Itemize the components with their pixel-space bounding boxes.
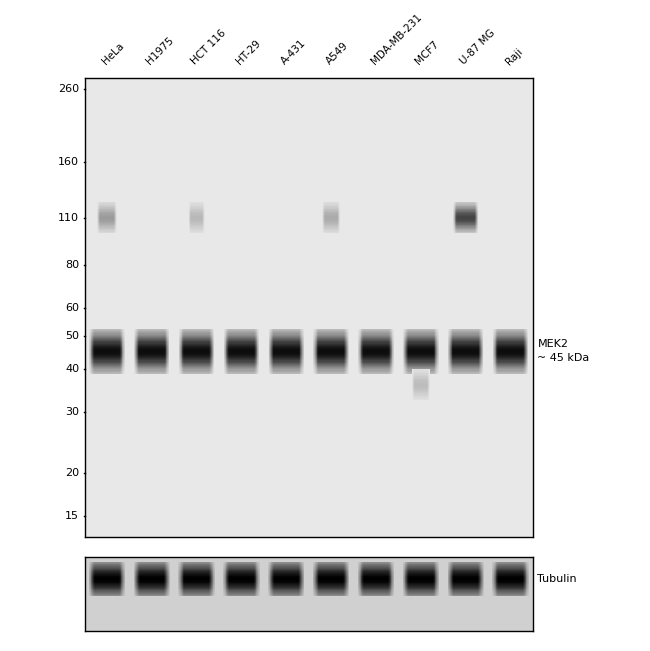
Text: HT-29: HT-29 xyxy=(235,38,263,66)
Text: H1975: H1975 xyxy=(145,35,176,66)
Text: 30: 30 xyxy=(65,407,79,417)
Text: 40: 40 xyxy=(65,364,79,374)
Text: HeLa: HeLa xyxy=(100,41,125,66)
Text: 20: 20 xyxy=(65,467,79,478)
Text: A549: A549 xyxy=(324,40,350,66)
Text: MEK2
~ 45 kDa: MEK2 ~ 45 kDa xyxy=(538,339,590,363)
Text: MDA-MB-231: MDA-MB-231 xyxy=(369,12,423,66)
Text: 160: 160 xyxy=(58,157,79,167)
Text: 15: 15 xyxy=(65,510,79,521)
Text: MCF7: MCF7 xyxy=(414,39,441,66)
Text: 50: 50 xyxy=(65,331,79,340)
Text: 80: 80 xyxy=(65,260,79,270)
Text: Tubulin: Tubulin xyxy=(538,574,577,584)
Text: Raji: Raji xyxy=(504,46,524,66)
Text: 260: 260 xyxy=(58,84,79,94)
Text: U-87 MG: U-87 MG xyxy=(459,28,497,66)
Text: 60: 60 xyxy=(65,303,79,313)
Text: HCT 116: HCT 116 xyxy=(190,28,228,66)
Text: A-431: A-431 xyxy=(280,38,308,66)
Text: 110: 110 xyxy=(58,213,79,223)
